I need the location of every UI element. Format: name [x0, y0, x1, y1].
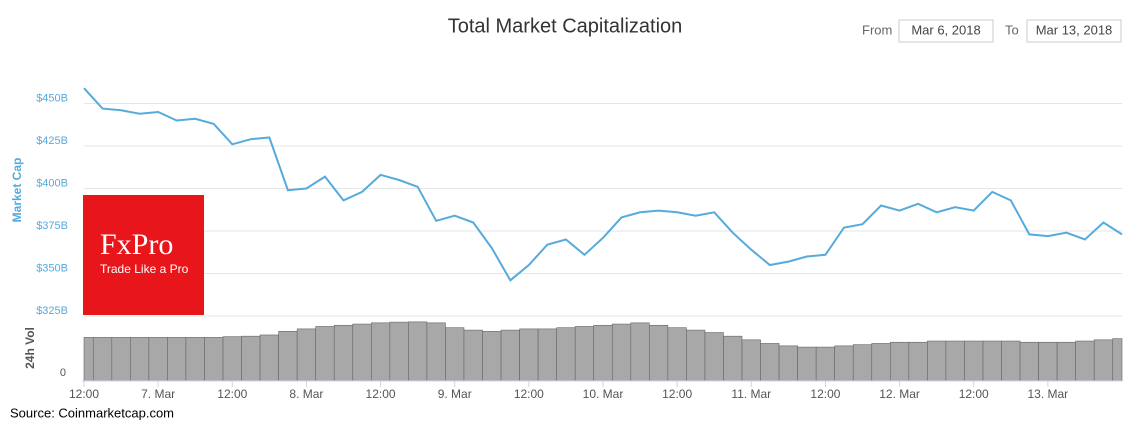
- volume-bar: [185, 337, 205, 382]
- volume-bar: [704, 332, 724, 382]
- volume-bar: [574, 326, 595, 382]
- x-tick-label: 12:00: [366, 387, 396, 401]
- volume-bar: [630, 322, 650, 382]
- volume-bar: [834, 345, 854, 382]
- volume-bar: [167, 337, 187, 382]
- volume-bar: [278, 331, 298, 382]
- volume-bar: [537, 328, 557, 382]
- x-tick-label: 13. Mar: [1028, 387, 1069, 401]
- volume-bar: [611, 323, 632, 382]
- x-tick-label: 12:00: [217, 387, 247, 401]
- volume-bar: [1112, 338, 1123, 382]
- volume-bar: [982, 340, 1002, 382]
- volume-bar: [92, 337, 113, 382]
- volume-bar: [445, 327, 465, 382]
- x-tick-label: 12:00: [959, 387, 989, 401]
- x-tick-label: 12:00: [662, 387, 692, 401]
- volume-bar: [1019, 341, 1039, 382]
- volume-bar: [778, 345, 798, 382]
- x-tick-label: 11. Mar: [731, 387, 771, 401]
- from-date: Mar 6, 2018: [911, 22, 980, 37]
- logo-name: FxPro: [100, 228, 173, 261]
- y-tick-label: $325B: [36, 305, 68, 317]
- volume-bar: [333, 324, 354, 382]
- source: Source: Coinmarketcap.com: [10, 405, 174, 420]
- y-tick-label: $375B: [36, 220, 68, 232]
- x-tick-label: 9. Mar: [438, 387, 472, 401]
- volume-axis-title: 24h Vol: [23, 327, 37, 369]
- volume-bar: [148, 337, 168, 382]
- volume-bar: [1038, 341, 1058, 382]
- volume-bar: [871, 343, 891, 382]
- x-tick-label: 12. Mar: [879, 387, 920, 401]
- volume-bar: [315, 326, 335, 382]
- x-tick-label: 12:00: [514, 387, 544, 401]
- volume-bar: [556, 327, 576, 382]
- y-tick-label: $425B: [36, 135, 68, 147]
- volume-bar: [723, 335, 743, 382]
- volume-bar: [408, 321, 428, 382]
- volume-bar: [760, 343, 780, 382]
- y-tick-label: $450B: [36, 92, 68, 104]
- volume-bar: [371, 322, 391, 382]
- volume-bar: [352, 323, 372, 382]
- volume-bar: [686, 329, 706, 382]
- y2-tick-label: 0: [60, 367, 66, 379]
- logo-box: [83, 195, 204, 315]
- volume-bar: [482, 331, 502, 382]
- volume-bar: [890, 341, 910, 382]
- to-date: Mar 13, 2018: [1036, 22, 1113, 37]
- to-label: To: [1005, 22, 1019, 37]
- volume-bar: [945, 340, 965, 382]
- y-axis-title: Market Cap: [10, 158, 24, 223]
- volume-bar: [815, 346, 835, 382]
- logo-tagline: Trade Like a Pro: [100, 262, 189, 276]
- volume-bar: [83, 337, 94, 382]
- volume-bar: [259, 334, 279, 382]
- volume-bar: [964, 340, 984, 382]
- volume-bar: [519, 328, 539, 382]
- volume-bar: [908, 341, 928, 382]
- volume-bar: [1001, 340, 1021, 382]
- volume-bar: [1093, 339, 1114, 382]
- x-tick-label: 10. Mar: [583, 387, 624, 401]
- from-label: From: [862, 22, 892, 37]
- from-input[interactable]: [898, 19, 994, 43]
- volume-bar: [1075, 340, 1095, 382]
- volume-bar: [241, 335, 261, 382]
- volume-bar: [296, 328, 316, 382]
- volume-bar: [797, 346, 817, 382]
- volume-bar: [741, 339, 761, 382]
- to-input[interactable]: [1026, 19, 1122, 43]
- x-tick-label: 7. Mar: [141, 387, 175, 401]
- chart-title: Total Market Capitalization: [448, 15, 683, 37]
- volume-bar: [667, 327, 687, 382]
- volume-bar: [222, 336, 242, 382]
- volume-bar: [426, 322, 446, 382]
- volume-bar: [649, 324, 669, 382]
- volume-bar: [500, 329, 520, 382]
- line: [83, 87, 1123, 282]
- volume-bar: [1056, 341, 1076, 382]
- volume-bar: [852, 344, 873, 382]
- volume-bar: [927, 340, 947, 382]
- y-tick-label: $400B: [36, 177, 68, 189]
- x-tick-label: 12:00: [69, 387, 99, 401]
- volume-bar: [111, 337, 131, 382]
- x-tick-label: 12:00: [810, 387, 840, 401]
- y-tick-label: $350B: [36, 262, 68, 274]
- volume-bar: [389, 321, 409, 382]
- volume-bar: [204, 337, 224, 382]
- volume-bar: [463, 329, 483, 382]
- volume-bar: [593, 324, 613, 382]
- x-tick-label: 8. Mar: [289, 387, 323, 401]
- volume-bar: [130, 337, 150, 382]
